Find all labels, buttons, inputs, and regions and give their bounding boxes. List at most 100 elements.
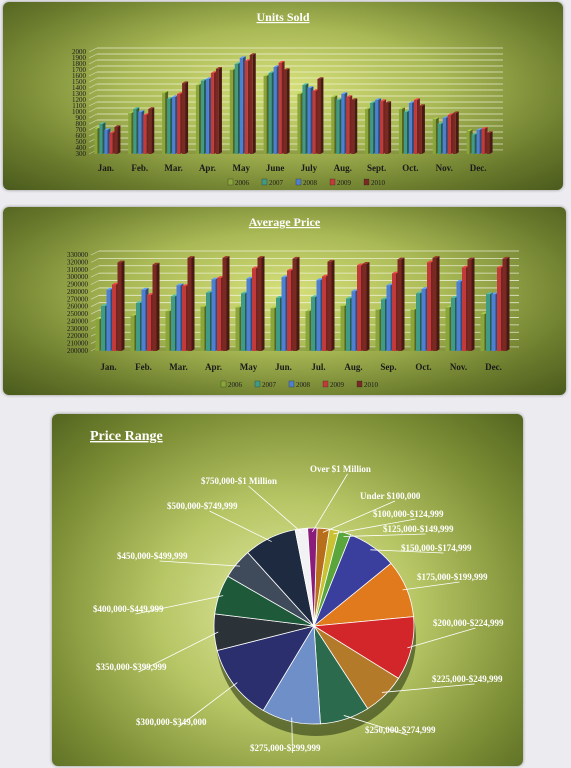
bar-top [195,83,202,85]
bar [442,118,446,154]
bar [215,68,219,154]
x-category-label: Nov. [450,362,467,372]
bar-top [177,92,184,94]
bar-top [167,97,174,99]
x-category-label: July [301,163,318,173]
bar [217,277,221,351]
bar [375,100,379,154]
bar [302,85,306,154]
pie-label: $500,000-$749,999 [167,501,238,511]
legend-label: 2006 [235,179,250,187]
bar [312,91,316,154]
bar [239,58,243,154]
price-range-panel: Price Range Over $1 Million Under $100,000… [52,414,523,766]
x-category-label: Apr. [205,362,222,372]
bar-side [489,131,493,154]
bar-top [462,265,469,268]
bar-top [365,107,372,109]
bar-top [311,295,318,298]
gridline-side [88,71,98,77]
bar [143,115,147,154]
bar-top [413,98,420,100]
bar-top [239,56,246,58]
x-category-label: Nov. [436,163,453,173]
legend-swatch [227,178,234,186]
bar-top [445,305,453,308]
bar-top [486,292,493,295]
bar [331,97,335,154]
bar-side [185,81,189,154]
bar-top [143,113,150,115]
chart-title: Price Range [90,429,163,444]
bar-side [252,53,256,155]
average-price-panel: Average Price 200000 210000 220000 230000 240… [3,207,566,395]
bar [177,94,181,154]
bar [486,133,490,154]
bar [148,109,152,154]
bar [234,64,238,154]
pie-label: $200,000-$224,999 [433,618,504,628]
bar [432,119,436,154]
bar [451,297,455,351]
bar-top [302,83,309,85]
bar-top [249,53,256,55]
bar [336,100,340,154]
bar-top [370,101,377,103]
bar [276,297,280,351]
x-category-label: Dec. [485,362,502,372]
bar-top [263,74,270,76]
price-range-chart: Price Range Over $1 Million Under $100,000… [90,429,504,754]
bar-top [130,313,138,316]
pie-label: $100,000-$124,999 [373,509,444,519]
x-category-label: June [266,163,285,173]
bar-side [354,98,358,154]
pie-label: $275,000-$299,999 [250,743,321,753]
bar-top [336,98,343,100]
bar [432,257,437,351]
bar-top [451,296,458,298]
bar-side [366,262,370,351]
bar [95,319,100,351]
bar [147,294,151,351]
legend-swatch [356,380,363,388]
bar-top [452,111,459,114]
legend-swatch [329,178,336,186]
pie-label: Over $1 Million [310,464,371,474]
bar-side [320,77,324,154]
bar [497,267,501,351]
gridline-side [88,95,98,101]
x-category-label: Feb. [131,163,148,173]
bar [370,103,374,154]
y-tick-label: 2000 [72,48,87,56]
pie-leader-line [135,595,224,615]
bar-top [331,95,338,97]
bar-side [226,256,230,351]
bar [316,280,321,351]
bar-top [246,276,254,279]
x-category-label: Oct. [402,163,418,173]
bar-top [447,113,454,115]
bar [106,289,111,351]
bar [270,308,275,351]
bar-top [316,278,324,281]
bar-top [346,95,353,97]
bar-top [480,312,488,315]
bar-top [476,128,483,130]
bar [476,130,480,154]
pie-leader-line [343,715,408,736]
bar-top [340,304,348,306]
bar [385,103,389,154]
bar [138,112,142,154]
bar-side [151,107,155,154]
y-tick-label: 1100 [72,102,86,110]
bar [292,258,297,351]
bar [327,261,332,351]
y-tick-label: 1400 [72,84,87,92]
bar [222,257,227,351]
pie-leader-line [402,581,460,591]
gridline-side [88,77,98,83]
bar [416,293,420,351]
gridline-side [90,287,100,293]
bar-top [397,257,405,260]
bar-top [410,307,418,310]
